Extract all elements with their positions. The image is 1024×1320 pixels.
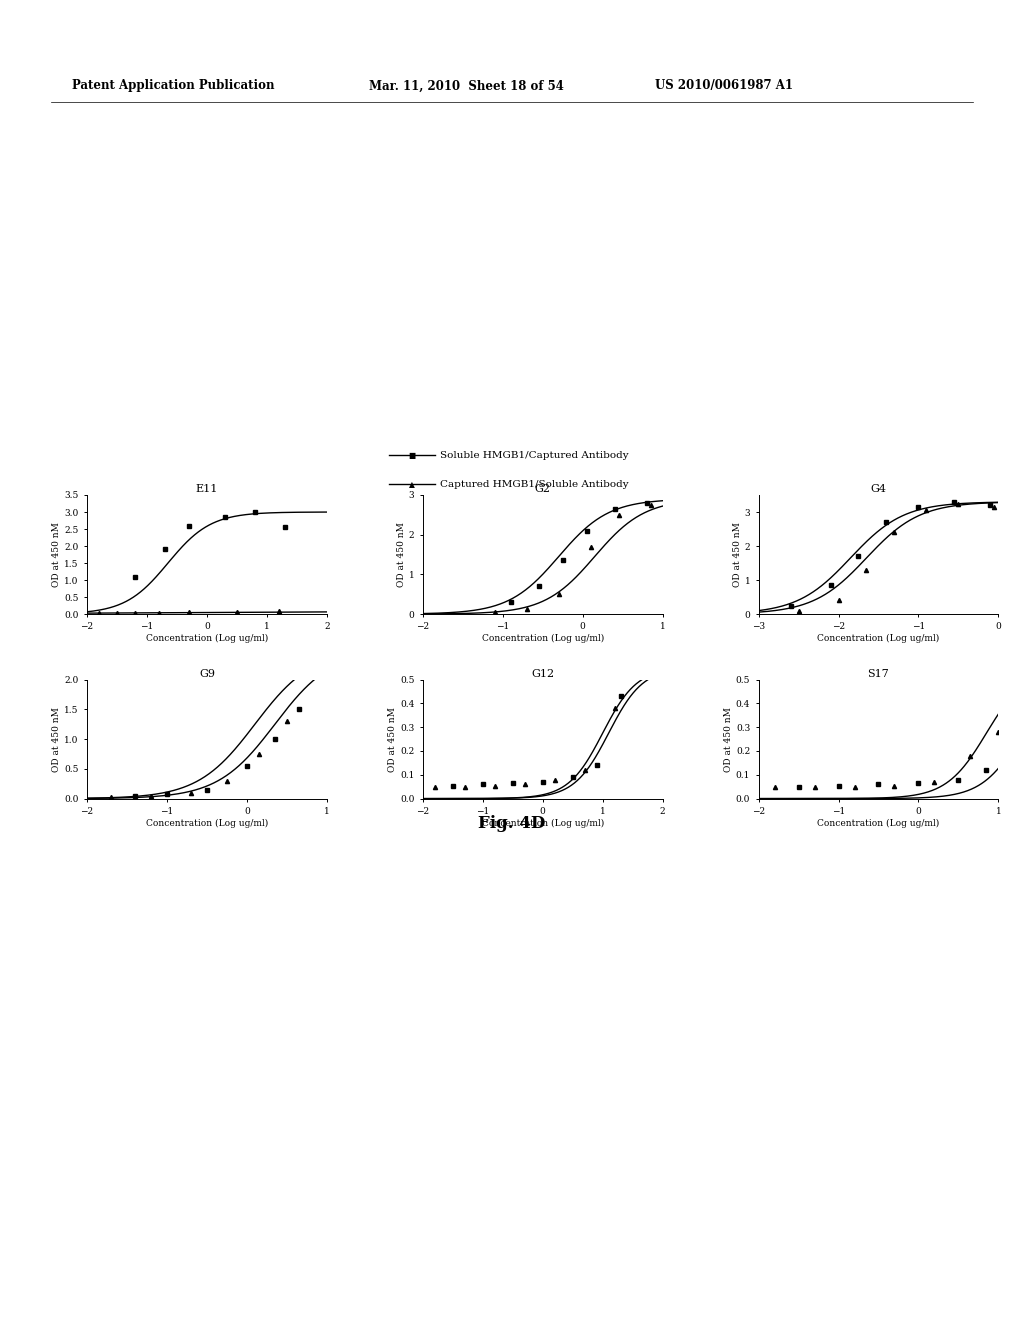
Text: ■: ■ <box>409 451 416 459</box>
Text: Mar. 11, 2010  Sheet 18 of 54: Mar. 11, 2010 Sheet 18 of 54 <box>369 79 563 92</box>
Text: ▲: ▲ <box>410 480 415 488</box>
Y-axis label: OD at 450 nM: OD at 450 nM <box>52 706 61 771</box>
X-axis label: Concentration (Log ug/ml): Concentration (Log ug/ml) <box>145 634 268 643</box>
X-axis label: Concentration (Log ug/ml): Concentration (Log ug/ml) <box>481 634 604 643</box>
Title: G9: G9 <box>199 669 215 678</box>
Y-axis label: OD at 450 nM: OD at 450 nM <box>724 706 733 771</box>
Y-axis label: OD at 450 nM: OD at 450 nM <box>388 706 397 771</box>
X-axis label: Concentration (Log ug/ml): Concentration (Log ug/ml) <box>817 634 940 643</box>
X-axis label: Concentration (Log ug/ml): Concentration (Log ug/ml) <box>817 818 940 828</box>
Y-axis label: OD at 450 nM: OD at 450 nM <box>733 523 741 587</box>
Text: US 2010/0061987 A1: US 2010/0061987 A1 <box>655 79 794 92</box>
Text: Captured HMGB1/Soluble Antibody: Captured HMGB1/Soluble Antibody <box>440 480 629 488</box>
Title: G4: G4 <box>870 484 887 494</box>
Title: G12: G12 <box>531 669 554 678</box>
Y-axis label: OD at 450 nM: OD at 450 nM <box>52 523 61 587</box>
Text: Patent Application Publication: Patent Application Publication <box>72 79 274 92</box>
X-axis label: Concentration (Log ug/ml): Concentration (Log ug/ml) <box>145 818 268 828</box>
Text: Soluble HMGB1/Captured Antibody: Soluble HMGB1/Captured Antibody <box>440 451 629 459</box>
Title: S17: S17 <box>867 669 890 678</box>
Y-axis label: OD at 450 nM: OD at 450 nM <box>397 523 406 587</box>
X-axis label: Concentration (Log ug/ml): Concentration (Log ug/ml) <box>481 818 604 828</box>
Text: Fig. 4D: Fig. 4D <box>478 816 546 832</box>
Title: G2: G2 <box>535 484 551 494</box>
Title: E11: E11 <box>196 484 218 494</box>
